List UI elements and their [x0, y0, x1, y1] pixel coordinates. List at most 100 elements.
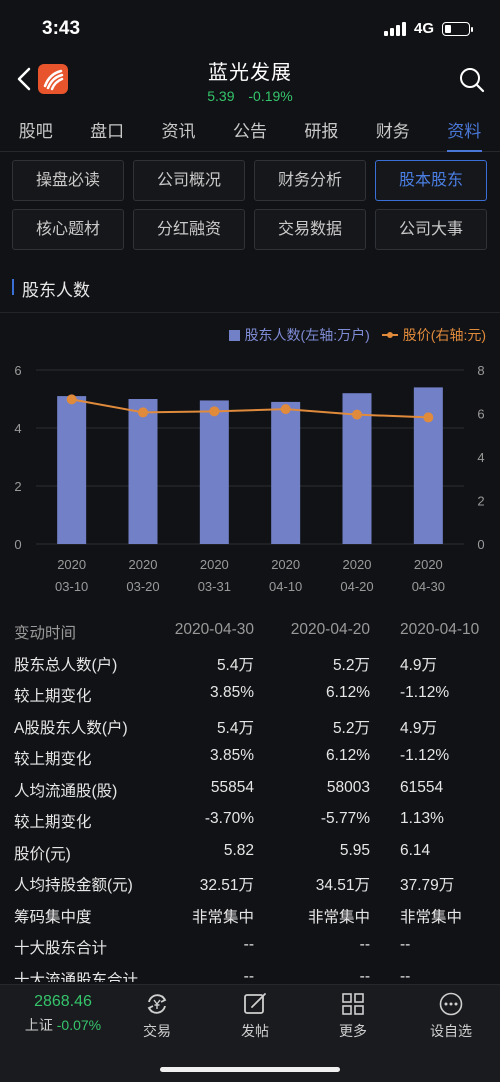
cell-col-3: 4.9万: [400, 719, 438, 737]
cell-col-2: --: [359, 967, 370, 983]
tab-profile[interactable]: 资料: [429, 108, 500, 152]
cell-col-2: -5.77%: [320, 810, 370, 827]
tab-announcements[interactable]: 公告: [232, 122, 267, 141]
back-button[interactable]: [14, 66, 36, 92]
x-tick-date: 04-20: [340, 579, 373, 594]
nav-post-label: 发帖: [241, 1023, 269, 1039]
subtab-financial-analysis[interactable]: 财务分析: [254, 160, 366, 201]
cell-col-1: 55854: [210, 778, 254, 796]
subtab-company-overview[interactable]: 公司概况: [133, 160, 245, 201]
bar-0: [57, 396, 87, 544]
cell-col-3: 4.9万: [400, 656, 438, 674]
left-tick-label: 0: [14, 537, 21, 552]
chart-legend: 股东人数(左轴:万户) 股价(右轴:元): [228, 325, 486, 345]
tab-pankou[interactable]: 盘口: [90, 122, 125, 141]
cell-col-1: 非常集中: [191, 908, 254, 926]
tab-guba[interactable]: 股吧: [18, 122, 53, 141]
cell-col-1: 3.85%: [210, 747, 254, 764]
subtab-shareholders[interactable]: 股本股东: [375, 160, 487, 201]
table-row: 人均持股金额(元) 32.51万 34.51万 37.79万: [0, 867, 500, 899]
status-bar: 3:43 4G: [0, 0, 500, 58]
price-point-1: [138, 407, 148, 418]
title-block: 蓝光发展 5.39 -0.19%: [0, 56, 500, 104]
nav-trade[interactable]: 交易: [117, 991, 197, 1041]
cell-col-3: 非常集中: [400, 908, 463, 926]
x-tick-date: 03-31: [198, 579, 231, 594]
cell-col-3: 37.79万: [400, 877, 455, 894]
header-label: 变动时间: [14, 625, 77, 642]
stock-quote: 5.39 -0.19%: [0, 88, 500, 104]
x-tick-year: 2020: [129, 557, 158, 572]
tab-news[interactable]: 资讯: [161, 122, 196, 141]
row-label: 较上期变化: [14, 751, 92, 768]
header-date-3: 2020-04-10: [400, 621, 480, 638]
stock-header: 蓝光发展 5.39 -0.19%: [0, 56, 500, 106]
cell-col-2: 6.12%: [326, 684, 370, 701]
index-change: -0.07%: [56, 1017, 102, 1033]
subtab-dividends[interactable]: 分红融资: [133, 209, 245, 250]
row-label: 股价(元): [14, 845, 71, 863]
x-tick-year: 2020: [343, 557, 372, 572]
stock-change: -0.19%: [248, 88, 293, 104]
index-subline: 上证 -0.07%: [8, 1015, 118, 1035]
section-divider: [0, 312, 500, 313]
table-row: 较上期变化 3.85% 6.12% -1.12%: [0, 678, 500, 710]
price-point-2: [209, 406, 220, 417]
cell-col-3: 61554: [400, 778, 444, 796]
right-tick-label: 8: [477, 363, 484, 378]
market-index-ticker[interactable]: 2868.46 上证 -0.07%: [8, 993, 118, 1035]
legend-line-label: 股价(右轴:元): [402, 327, 486, 343]
nav-post[interactable]: 发帖: [215, 991, 295, 1041]
price-point-3: [280, 404, 291, 415]
tab-research[interactable]: 研报: [304, 122, 339, 141]
price-point-5: [423, 412, 434, 423]
left-tick-label: 4: [14, 421, 21, 436]
cell-col-2: 5.2万: [332, 656, 370, 674]
nav-more[interactable]: 更多: [313, 991, 393, 1041]
shareholder-chart: 0 2 4 6 0 2 4 6 8 2020 03-10 2020 03-20 2020 03-31 2020…: [14, 363, 484, 594]
cell-col-3: -1.12%: [400, 684, 450, 701]
tab-finance[interactable]: 财务: [375, 122, 410, 141]
row-label: 十大股东合计: [14, 940, 108, 957]
more-dots-icon: [439, 992, 463, 1016]
row-label: 较上期变化: [14, 814, 92, 831]
table-row: 十大流通股东合计 -- -- --: [0, 962, 500, 983]
cell-col-1: 3.85%: [210, 684, 254, 701]
cell-col-3: 1.13%: [400, 810, 444, 827]
shareholder-table: 变动时间 2020-04-30 2020-04-20 2020-04-10 股东…: [0, 615, 500, 982]
search-icon: [460, 68, 485, 93]
x-tick-date: 04-10: [269, 579, 302, 594]
x-tick-year: 2020: [414, 557, 443, 572]
subtab-company-events[interactable]: 公司大事: [375, 209, 487, 250]
table-row: 股东总人数(户) 5.4万 5.2万 4.9万: [0, 647, 500, 679]
nav-trade-label: 交易: [143, 1023, 171, 1039]
section-title: 股东人数: [12, 276, 90, 301]
subtab-trading-essentials[interactable]: 操盘必读: [12, 160, 124, 201]
stock-price: 5.39: [207, 88, 235, 104]
right-tick-label: 4: [477, 450, 484, 465]
bar-5: [413, 387, 443, 544]
bar-3: [271, 401, 301, 544]
cell-col-2: 58003: [326, 778, 370, 796]
x-tick-year: 2020: [200, 557, 229, 572]
x-tick-date: 03-20: [126, 579, 159, 594]
table-row: A股股东人数(户) 5.4万 5.2万 4.9万: [0, 710, 500, 742]
nav-add-watchlist[interactable]: 设自选: [411, 991, 491, 1041]
x-tick-date: 03-10: [55, 579, 88, 594]
battery-icon: [442, 21, 473, 36]
cell-col-1: --: [243, 936, 254, 953]
search-button[interactable]: [458, 66, 486, 94]
row-label: 较上期变化: [14, 688, 92, 705]
table-row: 人均流通股(股) 55854 58003 61554: [0, 773, 500, 805]
legend-line-swatch: [381, 332, 398, 338]
subtab-core-themes[interactable]: 核心题材: [12, 209, 124, 250]
stock-name: 蓝光发展: [208, 62, 292, 84]
header-date-1: 2020-04-30: [174, 621, 254, 638]
legend-bar-label: 股东人数(左轴:万户): [244, 327, 370, 343]
subtab-trading-data[interactable]: 交易数据: [254, 209, 366, 250]
cell-col-3: 6.14: [400, 841, 431, 859]
table-row: 十大股东合计 -- -- --: [0, 930, 500, 962]
row-label: 人均持股金额(元): [14, 877, 133, 894]
right-tick-label: 6: [477, 407, 484, 422]
cell-col-1: 5.4万: [216, 719, 254, 737]
